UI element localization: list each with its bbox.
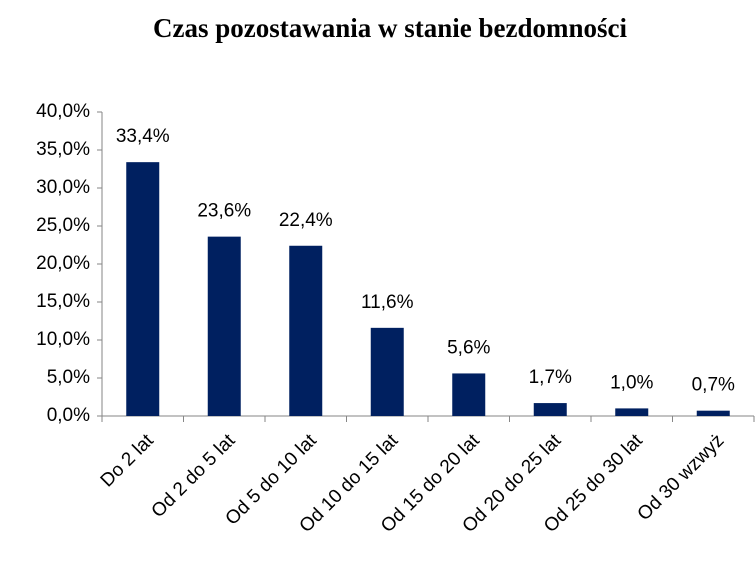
y-tick-label: 15,0% <box>36 291 90 312</box>
x-tick-label: Od 2 do 5 lat <box>148 430 240 522</box>
y-tick-label: 20,0% <box>36 253 90 274</box>
value-label: 23,6% <box>197 201 251 222</box>
chart-title: Czas pozostawania w stanie bezdomności <box>153 13 628 43</box>
y-tick-label: 40,0% <box>36 101 90 122</box>
bar <box>289 245 323 416</box>
bar <box>207 236 241 416</box>
y-tick-label: 30,0% <box>36 177 90 198</box>
value-label: 33,4% <box>116 126 170 147</box>
value-label: 22,4% <box>279 210 333 231</box>
y-tick-label: 0,0% <box>47 405 90 426</box>
value-label: 5,6% <box>447 337 490 358</box>
bar <box>370 327 404 416</box>
value-label: 11,6% <box>361 292 414 313</box>
x-tick-label: Do 2 lat <box>97 430 159 492</box>
y-tick-label: 25,0% <box>36 215 90 236</box>
y-tick-label: 5,0% <box>47 367 90 388</box>
x-tick-label: Od 30 wzwyż <box>634 430 729 525</box>
bar <box>452 373 486 416</box>
bar <box>615 408 649 416</box>
value-label: 1,0% <box>610 372 653 393</box>
bar <box>533 403 567 416</box>
bar <box>696 410 730 416</box>
value-label: 0,7% <box>692 375 735 396</box>
bar <box>126 162 160 416</box>
value-label: 1,7% <box>529 367 572 388</box>
y-tick-label: 35,0% <box>36 139 90 160</box>
y-tick-label: 10,0% <box>36 329 90 350</box>
